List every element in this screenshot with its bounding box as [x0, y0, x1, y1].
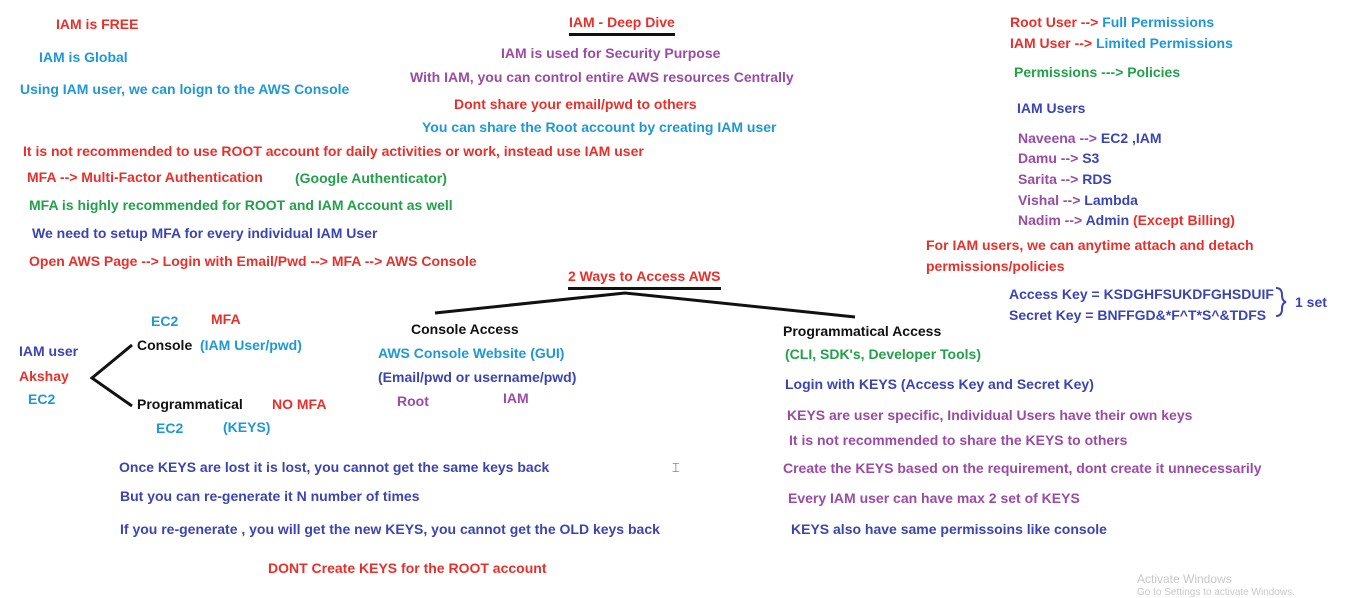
keys-regenerate: But you can re-generate it N number of t…	[120, 488, 420, 504]
console-access-heading: Console Access	[411, 321, 519, 337]
user-permission: EC2 ,IAM	[1100, 130, 1162, 146]
mfa-definition: MFA --> Multi-Factor Authentication	[27, 169, 263, 185]
keys-no-root: DONT Create KEYS for the ROOT account	[268, 560, 547, 576]
text-cursor-icon: ⌶	[672, 460, 680, 475]
user-name: Sarita	[1018, 171, 1057, 187]
root-not-recommended: It is not recommended to use ROOT accoun…	[23, 143, 644, 159]
key-brace	[1275, 287, 1287, 317]
permissions-policies: Permissions ---> Policies	[1014, 64, 1181, 80]
programmatic-note: KEYS are user specific, Individual Users…	[787, 407, 1193, 423]
user-arrow: -->	[1056, 171, 1083, 187]
console-iam: IAM	[503, 390, 529, 406]
user-permission: RDS	[1082, 171, 1112, 187]
user-row: Sarita --> RDS	[1018, 171, 1112, 188]
programmatical-keys: (KEYS)	[223, 419, 271, 435]
dont-share: Dont share your email/pwd to others	[454, 96, 697, 112]
root-user-label: Root User	[1010, 14, 1077, 30]
keys-new: If you re-generate , you will get the ne…	[120, 521, 660, 537]
user-name: Damu	[1018, 150, 1057, 166]
mfa-recommended: MFA is highly recommended for ROOT and I…	[29, 197, 453, 213]
programmatical-ec2: EC2	[156, 420, 184, 436]
programmatic-note: KEYS also have same permissoins like con…	[791, 521, 1107, 537]
console-credential: (IAM User/pwd)	[200, 337, 302, 353]
access-key: Access Key = KSDGHFSUKDFGHSDUIF	[1009, 286, 1274, 302]
console-root: Root	[397, 393, 429, 409]
console-mfa: MFA	[211, 311, 241, 327]
secret-key: Secret Key = BNFFGD&*F^T*S^&TDFS	[1009, 307, 1267, 323]
diagram-user-name: Akshay	[19, 368, 69, 384]
keys-lost: Once KEYS are lost it is lost, you canno…	[119, 459, 550, 475]
iam-free: IAM is FREE	[56, 16, 139, 32]
user-arrow: -->	[1075, 130, 1101, 146]
activate-windows-watermark: Activate Windows	[1137, 572, 1232, 586]
user-row: Nadim --> Admin (Except Billing)	[1018, 212, 1235, 229]
user-permission: Admin	[1085, 212, 1130, 228]
user-row: Damu --> S3	[1018, 150, 1099, 167]
attach-detach-line2: permissions/policies	[926, 258, 1065, 274]
programmatic-heading: Programmatical Access	[783, 323, 942, 339]
login-flow: Open AWS Page --> Login with Email/Pwd -…	[29, 253, 477, 269]
user-permission: Lambda	[1084, 192, 1138, 208]
attach-detach-line1: For IAM users, we can anytime attach and…	[926, 237, 1254, 253]
user-permission-extra: (Except Billing)	[1129, 212, 1235, 228]
akshay-fork	[89, 343, 133, 408]
iam-user-label: IAM User	[1010, 35, 1071, 51]
programmatic-note: Create the KEYS based on the requirement…	[783, 460, 1262, 476]
user-row: Naveena --> EC2 ,IAM	[1018, 130, 1162, 147]
user-arrow: -->	[1060, 212, 1086, 228]
programmatic-note: Every IAM user can have max 2 set of KEY…	[788, 490, 1080, 506]
console-website: AWS Console Website (GUI)	[378, 345, 565, 361]
central-control: With IAM, you can control entire AWS res…	[410, 69, 794, 85]
mfa-app: (Google Authenticator)	[295, 170, 447, 186]
page-title: IAM - Deep Dive	[569, 14, 675, 36]
one-set-label: 1 set	[1295, 294, 1327, 310]
programmatic-note: It is not recommended to share the KEYS …	[789, 432, 1128, 448]
mfa-setup: We need to setup MFA for every individua…	[32, 225, 378, 241]
user-name: Naveena	[1018, 130, 1076, 146]
iam-user-arrow: -->	[1070, 35, 1096, 51]
security-purpose: IAM is used for Security Purpose	[501, 45, 721, 61]
console-credentials: (Email/pwd or username/pwd)	[378, 369, 577, 385]
activate-windows-subtext: Go to Settings to activate Windows.	[1137, 587, 1295, 598]
iam-console-login: Using IAM user, we can loign to the AWS …	[20, 81, 350, 97]
diagram-programmatical: Programmatical	[137, 396, 243, 412]
diagram-iam-user: IAM user	[19, 343, 79, 359]
programmatic-tools: (CLI, SDK's, Developer Tools)	[785, 346, 981, 362]
iam-user-permission: Limited Permissions	[1095, 35, 1233, 51]
user-name: Vishal	[1018, 192, 1059, 208]
programmatical-no-mfa: NO MFA	[272, 396, 327, 412]
user-row: Vishal --> Lambda	[1018, 192, 1138, 209]
iam-user-line: IAM User --> Limited Permissions	[1010, 35, 1233, 52]
console-ec2: EC2	[151, 313, 179, 329]
user-arrow: -->	[1059, 192, 1085, 208]
access-tree-line	[434, 291, 856, 319]
user-arrow: -->	[1056, 150, 1083, 166]
programmatic-login: Login with KEYS (Access Key and Secret K…	[785, 376, 1094, 392]
access-heading: 2 Ways to Access AWS	[568, 268, 721, 290]
root-user-permission: Full Permissions	[1102, 14, 1215, 30]
user-permission: S3	[1082, 150, 1100, 166]
iam-global: IAM is Global	[39, 49, 128, 65]
iam-users-heading: IAM Users	[1017, 100, 1086, 116]
share-root: You can share the Root account by creati…	[422, 119, 777, 135]
root-user-line: Root User --> Full Permissions	[1010, 14, 1214, 31]
diagram-ec2: EC2	[28, 391, 56, 407]
root-user-arrow: -->	[1076, 14, 1103, 30]
diagram-console: Console	[137, 337, 193, 353]
user-name: Nadim	[1018, 212, 1061, 228]
